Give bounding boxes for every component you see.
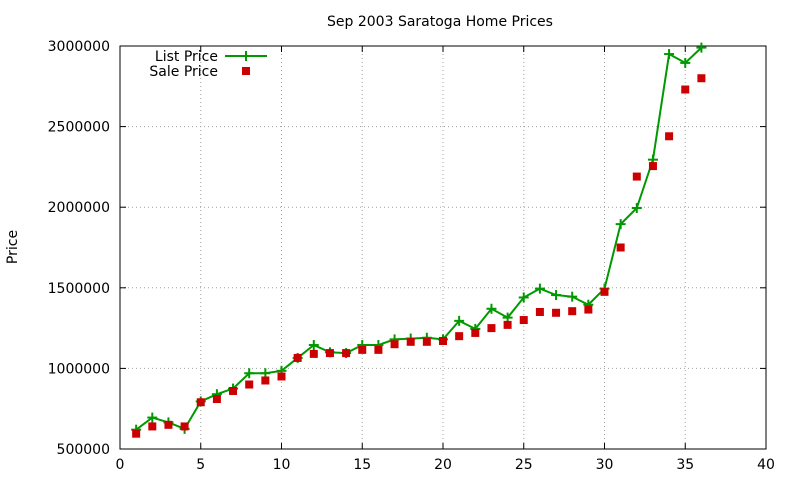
sale-price-point — [325, 349, 334, 358]
legend: List Price Sale Price — [149, 49, 267, 80]
list-price-point — [147, 412, 158, 423]
sale-price-point — [616, 243, 625, 252]
sale-price-point — [212, 395, 221, 404]
legend-label-sale-price: Sale Price — [149, 64, 218, 80]
axis-ticks: 0 5 10 15 20 25 30 35 40 500000 1000000 1500000 2000… — [48, 39, 775, 473]
sale-price-point — [568, 307, 577, 316]
x-tick-label: 5 — [196, 457, 205, 473]
y-tick-label: 1000000 — [48, 361, 110, 377]
sale-price-point — [358, 345, 367, 354]
series-line-list-price — [135, 46, 703, 431]
chart-title: Sep 2003 Saratoga Home Prices — [327, 14, 553, 30]
sale-price-point — [148, 422, 157, 431]
sale-price-point — [552, 308, 561, 317]
y-tick-label: 2000000 — [48, 200, 110, 216]
sale-price-point — [277, 372, 286, 381]
sale-price-point — [697, 74, 706, 83]
list-price-point — [551, 290, 562, 301]
sale-price-point — [681, 85, 690, 94]
legend-label-list-price: List Price — [155, 49, 218, 65]
y-tick-label: 1500000 — [48, 281, 110, 297]
list-price-point — [244, 368, 255, 379]
sale-price-point — [632, 172, 641, 181]
list-price-point — [454, 315, 465, 326]
x-tick-label: 35 — [676, 457, 694, 473]
list-price-point — [486, 303, 497, 314]
list-price-point — [615, 219, 626, 230]
sale-price-point — [261, 376, 270, 385]
list-price-point — [534, 283, 545, 294]
sale-price-point — [665, 132, 674, 141]
x-tick-label: 30 — [596, 457, 614, 473]
list-price-point — [567, 291, 578, 302]
sale-price-point — [390, 340, 399, 349]
x-tick-label: 25 — [515, 457, 533, 473]
sale-price-point — [535, 307, 544, 316]
sale-price-point — [519, 316, 528, 325]
sale-price-point — [503, 320, 512, 329]
sale-price-point — [455, 332, 464, 341]
sale-price-point — [245, 380, 254, 389]
sale-price-point — [180, 422, 189, 431]
sale-price-point — [648, 162, 657, 171]
list-price-point — [664, 49, 675, 60]
x-tick-label: 40 — [757, 457, 775, 473]
y-axis-label: Price — [5, 230, 21, 264]
x-tick-label: 15 — [353, 457, 371, 473]
list-price-point — [631, 203, 642, 214]
sale-price-point — [422, 337, 431, 346]
grid — [120, 46, 766, 449]
sale-price-point — [132, 429, 141, 438]
y-tick-label: 2500000 — [48, 120, 110, 136]
list-price-point — [518, 292, 529, 303]
legend-marker-sale-price — [242, 67, 250, 75]
sale-price-point — [164, 420, 173, 429]
x-tick-label: 10 — [273, 457, 291, 473]
list-price-point — [696, 42, 707, 53]
sale-price-point — [293, 353, 302, 362]
sale-price-point — [471, 328, 480, 337]
sale-price-point — [374, 345, 383, 354]
sale-price-point — [309, 349, 318, 358]
sale-price-point — [584, 305, 593, 314]
sale-price-point — [600, 287, 609, 296]
sale-price-point — [487, 324, 496, 333]
sale-price-point — [439, 336, 447, 345]
y-tick-label: 500000 — [57, 442, 110, 458]
x-tick-label: 0 — [116, 457, 125, 473]
series — [131, 42, 707, 438]
sale-price-point — [196, 398, 205, 407]
legend-marker-list-price — [241, 51, 251, 61]
y-tick-label: 3000000 — [48, 39, 110, 55]
list-price-point — [308, 340, 319, 351]
x-tick-label: 20 — [434, 457, 452, 473]
sale-price-point — [342, 349, 351, 358]
sale-price-point — [229, 386, 238, 395]
sale-price-point — [406, 337, 415, 346]
list-price-point — [680, 57, 691, 68]
